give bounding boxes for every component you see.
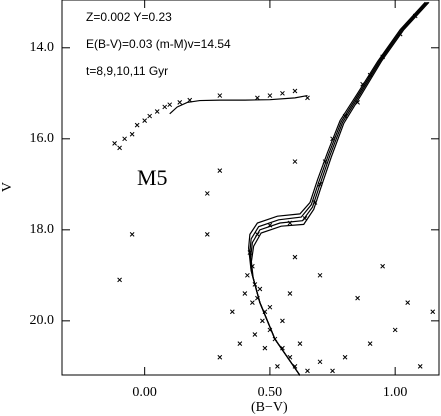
- star-point: [405, 300, 411, 305]
- star-point: [117, 145, 122, 151]
- star-point: [292, 254, 298, 260]
- star-point: [260, 318, 265, 324]
- star-point: [177, 100, 183, 105]
- star-point: [417, 363, 423, 369]
- star-point: [242, 291, 248, 296]
- y-tick-label: 18.0: [30, 222, 55, 237]
- star-point: [167, 102, 173, 108]
- isochrone: [248, 1, 426, 376]
- star-point: [142, 118, 148, 123]
- isochrone: [249, 1, 427, 376]
- y-axis-label: V: [0, 182, 15, 192]
- star-point: [217, 168, 223, 174]
- star-point: [267, 93, 273, 98]
- star-point: [297, 341, 303, 346]
- star-point: [267, 304, 273, 310]
- annotation: Z=0.002 Y=0.23: [86, 10, 172, 24]
- star-point: [262, 345, 268, 351]
- y-tick-label: 20.0: [30, 313, 55, 328]
- star-point: [154, 109, 160, 114]
- star-point: [122, 136, 127, 142]
- star-point: [162, 104, 168, 110]
- isochrone: [169, 94, 308, 115]
- star-point: [305, 95, 310, 101]
- star-point: [280, 318, 285, 324]
- star-point: [250, 300, 255, 305]
- star-point: [317, 272, 323, 278]
- star-point: [292, 159, 298, 164]
- star-point: [204, 232, 210, 237]
- star-point: [392, 327, 398, 333]
- star-point: [342, 354, 348, 360]
- x-tick-label: 0.50: [258, 385, 283, 400]
- star-point: [430, 309, 436, 315]
- x-axis-label: (B−V): [251, 400, 288, 415]
- star-point: [287, 291, 293, 296]
- star-point: [134, 122, 140, 128]
- star-point: [355, 295, 360, 301]
- star-point: [255, 95, 260, 101]
- star-point: [367, 341, 373, 346]
- star-point: [275, 363, 280, 369]
- isochrone: [250, 1, 429, 376]
- star-point: [317, 359, 323, 365]
- star-point: [117, 277, 122, 283]
- y-tick-label: 14.0: [30, 40, 55, 55]
- star-point: [147, 113, 153, 119]
- star-point: [229, 309, 235, 315]
- star-point: [280, 345, 285, 351]
- star-point: [112, 141, 117, 146]
- x-tick-label: 1.00: [383, 385, 408, 400]
- star-point: [292, 88, 298, 94]
- star-point: [305, 368, 310, 374]
- star-point: [129, 131, 135, 137]
- cluster-label: M5: [137, 165, 168, 190]
- star-point: [280, 90, 285, 96]
- star-point: [217, 93, 223, 98]
- isochrone: [250, 1, 430, 376]
- annotation: E(B-V)=0.03 (m-M)v=14.54: [86, 37, 231, 51]
- star-point: [380, 263, 385, 269]
- y-tick-label: 16.0: [30, 131, 55, 146]
- star-point: [292, 363, 298, 369]
- star-point: [204, 191, 210, 196]
- x-tick-label: 0.00: [132, 385, 157, 400]
- plot-frame: [61, 0, 440, 376]
- star-point: [129, 232, 135, 237]
- star-point: [217, 354, 223, 360]
- star-point: [257, 286, 263, 292]
- star-point: [237, 341, 243, 346]
- annotation: t=8,9,10,11 Gyr: [86, 64, 168, 78]
- star-point: [330, 368, 335, 374]
- star-point: [252, 332, 258, 337]
- star-point: [245, 272, 250, 278]
